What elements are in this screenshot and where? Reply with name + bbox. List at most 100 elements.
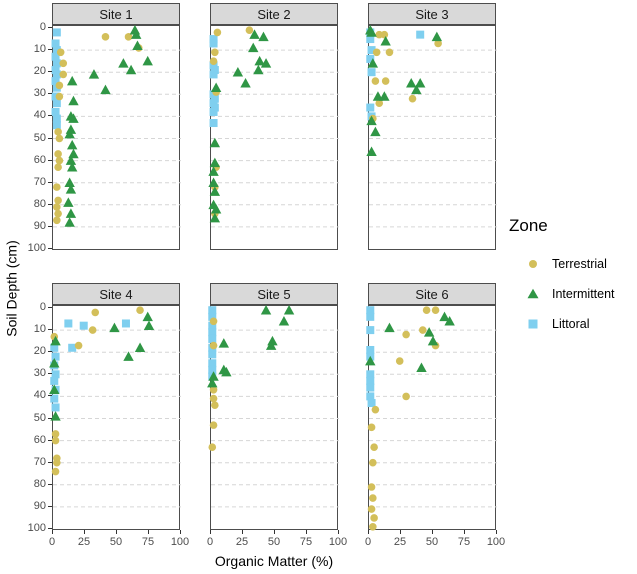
data-point-terrestrial — [367, 505, 376, 513]
y-tick-label: 10 — [33, 43, 46, 56]
data-point-intermittent — [67, 75, 78, 86]
y-tick-label: 100 — [27, 522, 46, 534]
x-tick-label: 25 — [77, 536, 91, 548]
facet-strip-label: Site 5 — [257, 286, 291, 302]
data-point-terrestrial — [369, 458, 377, 467]
data-point-terrestrial — [53, 216, 61, 225]
data-point-littoral — [208, 350, 217, 359]
data-point-littoral — [210, 94, 219, 103]
facet-strip: Site 6 — [368, 283, 496, 305]
data-point-intermittent — [415, 78, 426, 88]
x-tick-label: 100 — [328, 536, 348, 548]
legend-item-label: Intermittent — [552, 287, 615, 301]
x-tick-mark — [84, 530, 85, 534]
data-point-terrestrial — [59, 59, 68, 68]
y-tick-label: 90 — [33, 499, 46, 512]
x-tick-label: 50 — [109, 536, 123, 548]
y-tick-label: 0 — [39, 21, 46, 33]
data-point-littoral — [208, 306, 217, 315]
data-point-terrestrial — [53, 203, 61, 211]
data-point-terrestrial — [369, 522, 377, 531]
x-tick-mark — [338, 530, 339, 534]
data-point-littoral — [366, 370, 375, 379]
y-tick-label: 30 — [33, 367, 46, 380]
data-point-littoral — [210, 65, 219, 74]
data-point-littoral — [50, 343, 59, 352]
legend-key-triangle-icon — [527, 288, 539, 299]
data-point-littoral — [209, 39, 218, 48]
data-point-intermittent — [406, 78, 417, 88]
data-point-intermittent — [50, 335, 61, 346]
x-tick-mark — [116, 530, 117, 534]
data-point-littoral — [52, 121, 61, 130]
data-point-intermittent — [109, 322, 120, 333]
facet-plot-area — [51, 24, 181, 228]
facet-plot-area — [49, 306, 181, 508]
data-point-littoral — [366, 35, 375, 44]
data-point-terrestrial — [385, 48, 394, 57]
data-point-intermittent — [49, 384, 60, 395]
data-point-terrestrial — [124, 33, 133, 41]
y-tick-mark — [48, 225, 52, 227]
data-point-littoral — [367, 399, 376, 408]
data-point-littoral — [51, 92, 60, 101]
data-point-intermittent — [143, 320, 155, 330]
y-tick-label: 60 — [33, 153, 46, 166]
data-point-intermittent — [278, 316, 290, 326]
x-tick-label: 0 — [206, 536, 214, 548]
y-tick-mark — [48, 505, 52, 507]
data-point-littoral — [210, 103, 219, 112]
y-tick-mark — [48, 203, 52, 205]
data-point-intermittent — [142, 311, 153, 322]
facet-panel — [365, 24, 497, 250]
data-point-terrestrial — [211, 48, 219, 57]
data-point-littoral — [52, 46, 61, 55]
data-point-intermittent — [64, 128, 75, 139]
facet-plot-area — [207, 304, 339, 508]
data-point-intermittent — [366, 115, 377, 126]
data-point-intermittent — [207, 377, 218, 388]
data-point-littoral — [209, 35, 218, 44]
y-tick-label: 100 — [27, 242, 46, 254]
legend-key-square-icon — [528, 319, 538, 329]
data-point-littoral — [367, 46, 376, 55]
data-point-littoral — [366, 54, 375, 63]
y-tick-label: 40 — [33, 389, 46, 402]
data-point-littoral — [79, 321, 88, 330]
x-tick-mark — [400, 530, 401, 534]
data-point-intermittent — [265, 340, 277, 350]
x-tick-mark — [306, 530, 307, 534]
y-tick-mark — [48, 307, 52, 308]
x-tick-label: 100 — [170, 536, 190, 548]
x-tick-label: 50 — [425, 536, 439, 548]
data-point-terrestrial — [213, 28, 222, 37]
data-point-littoral — [366, 345, 375, 354]
y-tick-mark — [48, 329, 52, 331]
data-point-littoral — [366, 306, 375, 315]
data-point-littoral — [208, 328, 217, 337]
data-point-littoral — [209, 61, 218, 70]
data-point-terrestrial — [54, 209, 62, 218]
data-point-intermittent — [209, 137, 221, 148]
facet-strip-label: Site 1 — [99, 6, 133, 22]
x-tick-mark — [432, 530, 433, 534]
data-point-intermittent — [260, 304, 272, 315]
data-point-intermittent — [527, 288, 539, 299]
x-tick-mark — [180, 530, 181, 534]
data-point-terrestrial — [54, 163, 62, 172]
data-point-terrestrial — [51, 436, 60, 445]
data-point-littoral — [528, 319, 538, 329]
data-point-intermittent — [411, 84, 422, 95]
data-point-littoral — [50, 394, 59, 403]
legend-item-terrestrial: Terrestrial — [524, 254, 607, 274]
x-tick-label: 75 — [141, 536, 155, 548]
facet-strip-label: Site 4 — [99, 286, 133, 302]
data-point-intermittent — [249, 29, 260, 39]
data-point-intermittent — [416, 362, 427, 372]
data-point-intermittent — [367, 58, 379, 68]
data-point-intermittent — [118, 58, 129, 68]
data-point-terrestrial — [209, 341, 218, 350]
data-point-terrestrial — [55, 134, 64, 143]
data-point-terrestrial — [529, 260, 537, 268]
data-point-intermittent — [68, 113, 79, 123]
